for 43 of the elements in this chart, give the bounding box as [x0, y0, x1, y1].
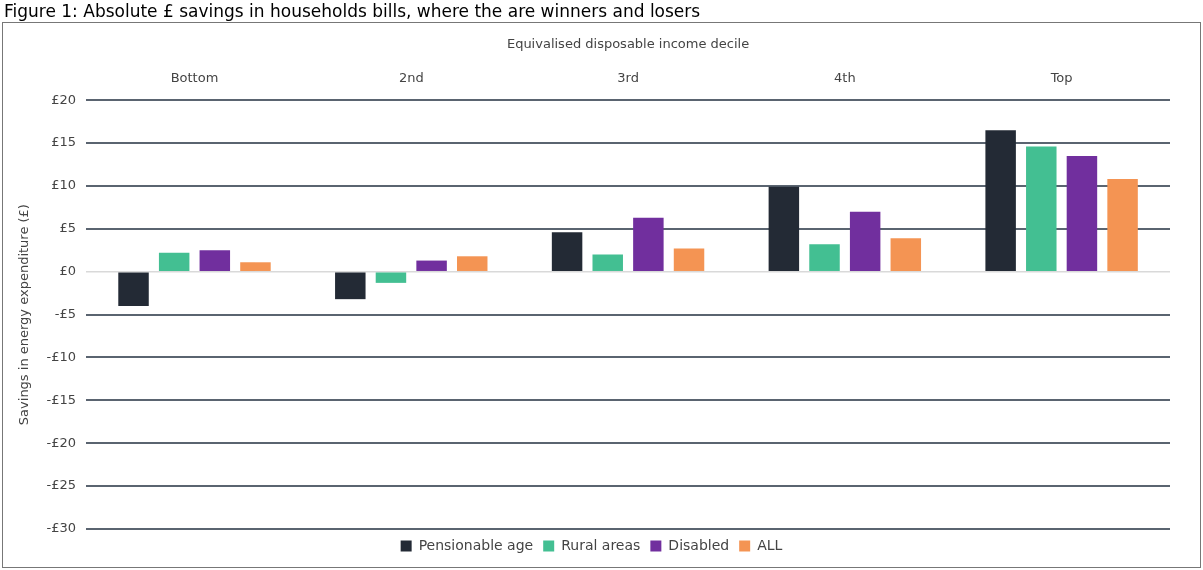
- bar: [1107, 179, 1138, 271]
- chart-title: Figure 1: Absolute £ savings in households bills, where the are winners and losers: [3, 0, 702, 22]
- bar: [1026, 146, 1057, 271]
- bar: [1066, 155, 1098, 271]
- y-tick-label: -£20: [46, 434, 77, 450]
- bar: [375, 272, 407, 283]
- legend-label: Disabled: [668, 536, 730, 553]
- y-tick-label: £5: [59, 220, 77, 236]
- bar: [240, 262, 271, 271]
- bar: [118, 272, 149, 307]
- bar: [768, 186, 800, 271]
- y-tick-label: £10: [51, 177, 77, 193]
- bar: [809, 244, 840, 271]
- y-tick-label: -£5: [54, 305, 77, 321]
- bar: [890, 238, 922, 271]
- x-tick-label: 3rd: [617, 69, 639, 85]
- x-tick-label: 4th: [834, 69, 856, 85]
- bar: [416, 260, 447, 271]
- x-tick-label: 2nd: [398, 69, 424, 85]
- bar: [335, 272, 366, 300]
- y-tick-label: £0: [59, 263, 77, 279]
- y-tick-label: -£15: [46, 391, 77, 407]
- legend-label: ALL: [757, 536, 783, 553]
- bar: [985, 130, 1016, 271]
- y-axis-title: Savings in energy expenditure (£): [16, 204, 32, 426]
- legend-label: Pensionable age: [418, 536, 534, 553]
- bar: [158, 252, 190, 271]
- bar: [673, 248, 705, 271]
- y-tick-label: -£25: [46, 477, 77, 493]
- y-tick-label: -£10: [46, 348, 77, 364]
- bar: [457, 256, 488, 271]
- bar: [633, 217, 664, 271]
- x-tick-label: Bottom: [170, 69, 219, 85]
- y-tick-label: £20: [51, 91, 77, 107]
- x-tick-label: Top: [1049, 69, 1073, 85]
- x-axis-title: Equivalised disposable income decile: [506, 36, 750, 52]
- bar: [849, 211, 881, 271]
- bar: [592, 254, 623, 271]
- bar: [199, 250, 231, 271]
- y-tick-label: £15: [51, 134, 77, 150]
- y-tick-label: -£30: [46, 520, 77, 536]
- legend-label: Rural areas: [561, 536, 641, 553]
- bar: [551, 232, 583, 271]
